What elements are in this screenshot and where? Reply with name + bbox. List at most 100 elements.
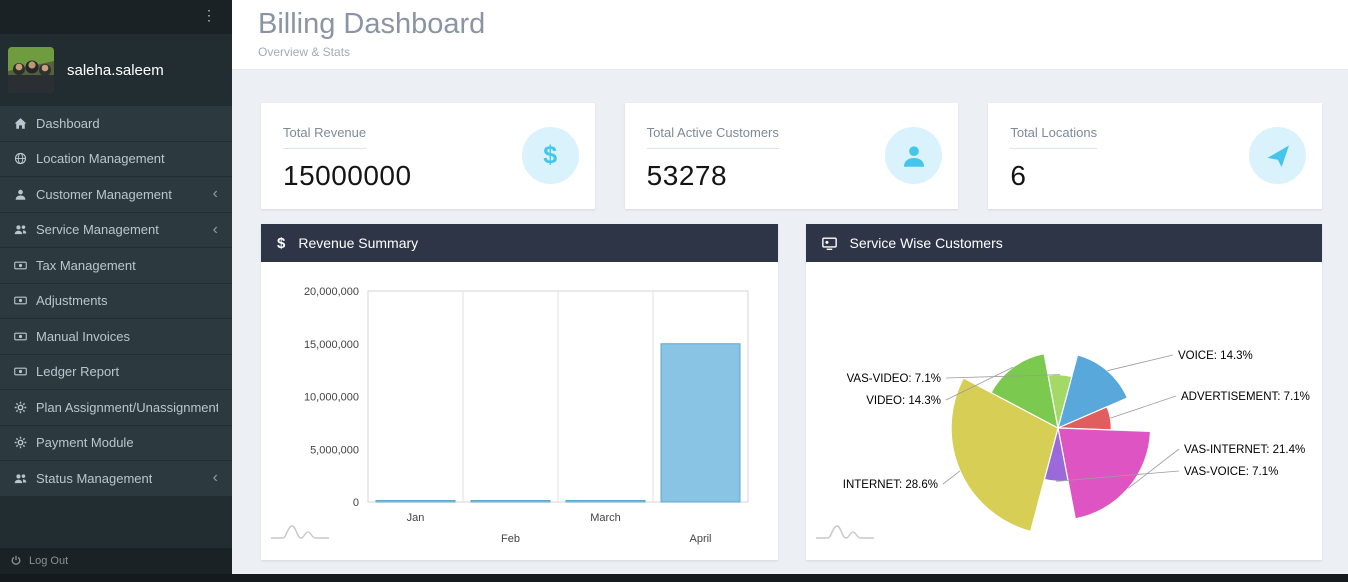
stat-label: Total Revenue (283, 125, 367, 149)
stat-label: Total Locations (1010, 125, 1098, 149)
pie-leader-line (942, 470, 960, 485)
sidebar-item-dashboard[interactable]: Dashboard (0, 106, 232, 142)
page-title: Billing Dashboard (258, 8, 486, 40)
sidebar-menu: Dashboard Location Management Customer Man… (0, 106, 232, 497)
sidebar-item-payment-module[interactable]: Payment Module (0, 425, 232, 461)
sidebar-item-label: Dashboard (36, 115, 100, 131)
x-tick-label: April (689, 533, 711, 545)
y-tick-label: 20,000,000 (304, 286, 359, 298)
amcharts-watermark (271, 525, 329, 539)
sidebar-item-customer-management[interactable]: Customer Management ‹ (0, 177, 232, 213)
amcharts-watermark (815, 525, 874, 539)
chevron-left-icon: ‹ (212, 469, 218, 487)
pie-label-advertisement: ADVERTISEMENT: 7.1% (1181, 391, 1310, 403)
sidebar-item-tax-management[interactable]: Tax Management (0, 248, 232, 284)
y-tick-label: 5,000,000 (310, 444, 359, 456)
main-area: Billing Dashboard Overview & Stats Total… (232, 0, 1348, 574)
user-name: saleha.saleem (67, 61, 164, 79)
y-tick-label: 15,000,000 (304, 339, 359, 351)
bar-april[interactable] (660, 343, 741, 503)
paper-plane-icon (1249, 127, 1307, 184)
sidebar-item-label: Tax Management (36, 257, 136, 273)
chevron-left-icon: ‹ (212, 220, 218, 238)
revenue-summary-panel: $ Revenue Summary 20,000,000 15,000,000 10… (261, 224, 778, 560)
avatar (8, 47, 54, 93)
globe-icon (14, 152, 36, 165)
y-tick-label: 0 (353, 497, 359, 509)
money-icon (14, 259, 36, 272)
x-tick-label: March (590, 512, 621, 524)
user-profile: saleha.saleem (0, 34, 232, 106)
service-pie-chart: VOICE: 14.3% ADVERTISEMENT: 7.1% VAS-INTER… (815, 350, 1310, 539)
money-icon (14, 294, 36, 307)
bar-feb[interactable] (470, 500, 551, 503)
page-header: Billing Dashboard Overview & Stats (232, 0, 1348, 70)
users-icon (14, 223, 36, 236)
sidebar-item-service-management[interactable]: Service Management ‹ (0, 212, 232, 248)
sidebar-item-label: Service Management (36, 222, 159, 238)
pie-slice-vas-internet[interactable] (1056, 427, 1151, 520)
bar-march[interactable] (565, 500, 646, 503)
gear-icon (14, 401, 36, 414)
pie-label-vas-internet: VAS-INTERNET: 21.4% (1184, 444, 1305, 456)
sidebar-item-label: Plan Assignment/Unassignment (35, 399, 218, 415)
service-wise-customers-panel: Service Wise Customers VOICE: 14.3% ADVER… (805, 224, 1323, 560)
pie-leader-line (1106, 354, 1173, 372)
money-icon (14, 365, 36, 378)
pie-leader-line (1109, 395, 1176, 419)
revenue-panel-header: $ Revenue Summary (261, 224, 778, 262)
kebab-menu-icon[interactable]: ⋮ (202, 7, 216, 23)
stat-label: Total Active Customers (646, 125, 779, 149)
sidebar-item-location-management[interactable]: Location Management (0, 141, 232, 177)
user-icon (885, 127, 943, 184)
sidebar: ⋮ saleha.saleem Dashboard Location Manage… (0, 0, 232, 582)
x-tick-label: Jan (407, 512, 425, 524)
power-icon (10, 555, 22, 567)
bar-jan[interactable] (375, 500, 456, 503)
sidebar-item-label: Status Management (36, 470, 153, 486)
logout-button[interactable]: Log Out (0, 548, 232, 574)
footer-strip (0, 574, 1348, 582)
page-subtitle: Overview & Stats (258, 45, 351, 59)
stat-card-total-locations: Total Locations 6 (988, 103, 1323, 209)
sidebar-item-label: Payment Module (36, 435, 134, 451)
pie-label-vas-voice: VAS-VOICE: 7.1% (1184, 466, 1278, 478)
display-icon (821, 236, 837, 251)
sidebar-item-status-management[interactable]: Status Management ‹ (0, 461, 232, 497)
panel-title: Revenue Summary (298, 235, 419, 251)
pie-label-internet: INTERNET: 28.6% (842, 479, 937, 491)
pie-slice-internet[interactable] (950, 377, 1059, 533)
stat-value: 6 (1010, 160, 1027, 191)
pie-leader-line (1127, 448, 1179, 489)
y-tick-label: 10,000,000 (304, 392, 359, 404)
stat-value: 53278 (646, 160, 728, 191)
gear-icon (14, 436, 36, 449)
stat-value: 15000000 (283, 160, 412, 191)
dollar-icon: $ (521, 127, 579, 184)
sidebar-item-label: Adjustments (36, 293, 108, 309)
logout-label: Log Out (29, 555, 69, 567)
sidebar-item-ledger-report[interactable]: Ledger Report (0, 354, 232, 390)
sidebar-item-adjustments[interactable]: Adjustments (0, 283, 232, 319)
revenue-bar-chart: 20,000,000 15,000,000 10,000,000 5,000,000 0… (271, 286, 749, 545)
dollar-icon: $ (277, 234, 286, 252)
pie-label-voice: VOICE: 14.3% (1178, 350, 1253, 362)
sidebar-item-label: Ledger Report (36, 364, 120, 380)
user-icon (14, 188, 36, 201)
sidebar-topbar: ⋮ (0, 0, 232, 34)
sidebar-item-label: Location Management (36, 151, 165, 167)
chevron-left-icon: ‹ (212, 185, 218, 203)
stat-card-total-active-customers: Total Active Customers 53278 (624, 103, 959, 209)
sidebar-item-manual-invoices[interactable]: Manual Invoices (0, 319, 232, 355)
service-panel-header: Service Wise Customers (805, 224, 1322, 262)
sidebar-item-label: Manual Invoices (36, 328, 130, 344)
money-icon (14, 330, 36, 343)
revenue-chart-body: 20,000,000 15,000,000 10,000,000 5,000,000 0… (261, 262, 778, 560)
pie-leader-line (945, 374, 1060, 379)
pie-leader-line (945, 366, 1013, 401)
service-chart-body: VOICE: 14.3% ADVERTISEMENT: 7.1% VAS-INTER… (806, 262, 1323, 560)
stat-card-total-revenue: Total Revenue 15000000 $ (261, 103, 595, 209)
content: Total Revenue 15000000 $ Total Active Cu… (232, 70, 1348, 560)
sidebar-item-plan-assignment-unassignment[interactable]: Plan Assignment/Unassignment (0, 390, 232, 426)
users-icon (14, 472, 36, 485)
